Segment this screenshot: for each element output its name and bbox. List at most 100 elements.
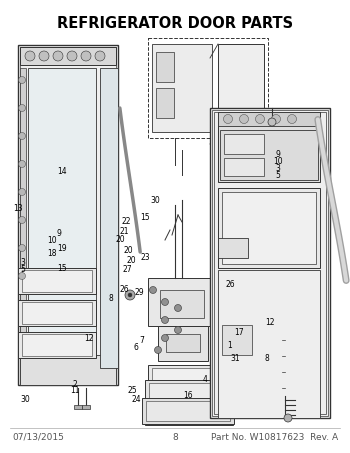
- Bar: [18, 45, 118, 385]
- Bar: [145, 380, 233, 425]
- Text: 5: 5: [276, 171, 281, 180]
- Bar: [212, 110, 328, 416]
- Text: 17: 17: [234, 328, 244, 337]
- Circle shape: [19, 160, 26, 168]
- Text: 15: 15: [57, 264, 67, 273]
- Circle shape: [19, 132, 26, 140]
- Circle shape: [268, 118, 276, 126]
- Text: 4: 4: [202, 375, 207, 384]
- Text: 27: 27: [123, 265, 133, 274]
- Text: 9: 9: [56, 229, 61, 238]
- Text: 8: 8: [264, 354, 269, 363]
- Text: 20: 20: [124, 246, 134, 255]
- Circle shape: [39, 51, 49, 61]
- Circle shape: [67, 51, 77, 61]
- Bar: [149, 383, 229, 422]
- Text: 14: 14: [57, 167, 67, 176]
- Circle shape: [161, 317, 168, 323]
- Text: 25: 25: [127, 386, 137, 395]
- Circle shape: [53, 51, 63, 61]
- Text: 30: 30: [151, 196, 161, 205]
- Bar: [218, 112, 320, 126]
- Bar: [152, 368, 224, 400]
- Circle shape: [19, 245, 26, 251]
- Circle shape: [161, 334, 168, 342]
- Bar: [18, 332, 96, 358]
- Bar: [20, 68, 26, 333]
- Circle shape: [19, 273, 26, 280]
- Text: 11: 11: [70, 386, 80, 395]
- Bar: [28, 68, 96, 333]
- Circle shape: [239, 115, 248, 124]
- Circle shape: [149, 286, 156, 294]
- Text: 1: 1: [227, 341, 232, 350]
- Text: 24: 24: [132, 395, 141, 404]
- Text: 20: 20: [116, 235, 126, 244]
- Bar: [148, 365, 228, 403]
- Circle shape: [19, 188, 26, 196]
- Text: 26: 26: [225, 280, 235, 289]
- Text: 3: 3: [20, 258, 25, 267]
- Text: 29: 29: [134, 288, 144, 297]
- Circle shape: [95, 51, 105, 61]
- Bar: [18, 268, 96, 294]
- Bar: [224, 158, 264, 176]
- Text: 20: 20: [126, 256, 136, 265]
- Text: 21: 21: [119, 226, 129, 236]
- Bar: [22, 302, 92, 324]
- Bar: [218, 188, 320, 268]
- Text: 16: 16: [183, 390, 193, 400]
- Bar: [214, 112, 326, 414]
- Bar: [160, 290, 204, 318]
- Bar: [218, 270, 320, 418]
- Circle shape: [154, 347, 161, 353]
- Circle shape: [25, 51, 35, 61]
- Bar: [148, 38, 268, 138]
- Bar: [146, 401, 230, 421]
- Text: 12: 12: [84, 334, 94, 343]
- Text: 10: 10: [273, 157, 283, 166]
- Text: 18: 18: [47, 249, 57, 258]
- Text: 30: 30: [20, 395, 30, 404]
- Circle shape: [125, 290, 135, 300]
- Bar: [222, 325, 252, 355]
- Circle shape: [128, 293, 132, 297]
- Bar: [100, 68, 118, 368]
- Bar: [22, 334, 92, 356]
- Circle shape: [175, 304, 182, 312]
- Circle shape: [284, 414, 292, 422]
- Circle shape: [272, 115, 280, 124]
- Text: 13: 13: [13, 204, 23, 213]
- Circle shape: [19, 105, 26, 111]
- Bar: [18, 300, 96, 326]
- Circle shape: [19, 217, 26, 223]
- Bar: [222, 192, 316, 264]
- Bar: [156, 52, 174, 82]
- Bar: [152, 44, 212, 132]
- Text: 19: 19: [57, 244, 67, 253]
- Text: 6: 6: [133, 343, 138, 352]
- Text: 5: 5: [20, 265, 25, 274]
- Text: 15: 15: [140, 213, 150, 222]
- Text: REFRIGERATOR DOOR PARTS: REFRIGERATOR DOOR PARTS: [57, 16, 293, 31]
- Text: 12: 12: [265, 318, 274, 327]
- Text: 8: 8: [172, 433, 178, 442]
- Bar: [218, 238, 248, 258]
- Text: 07/13/2015: 07/13/2015: [12, 433, 64, 442]
- Bar: [218, 112, 320, 182]
- Bar: [28, 310, 96, 318]
- Bar: [148, 278, 216, 326]
- Circle shape: [161, 299, 168, 305]
- Text: 26: 26: [119, 285, 129, 294]
- Circle shape: [224, 115, 232, 124]
- Bar: [218, 44, 264, 132]
- Bar: [158, 326, 208, 361]
- Text: 2: 2: [73, 380, 78, 389]
- Text: 7: 7: [139, 336, 144, 345]
- Bar: [20, 355, 116, 385]
- Circle shape: [81, 51, 91, 61]
- Bar: [166, 334, 200, 352]
- Text: 31: 31: [230, 354, 240, 363]
- Bar: [142, 398, 234, 424]
- Text: 23: 23: [140, 253, 150, 262]
